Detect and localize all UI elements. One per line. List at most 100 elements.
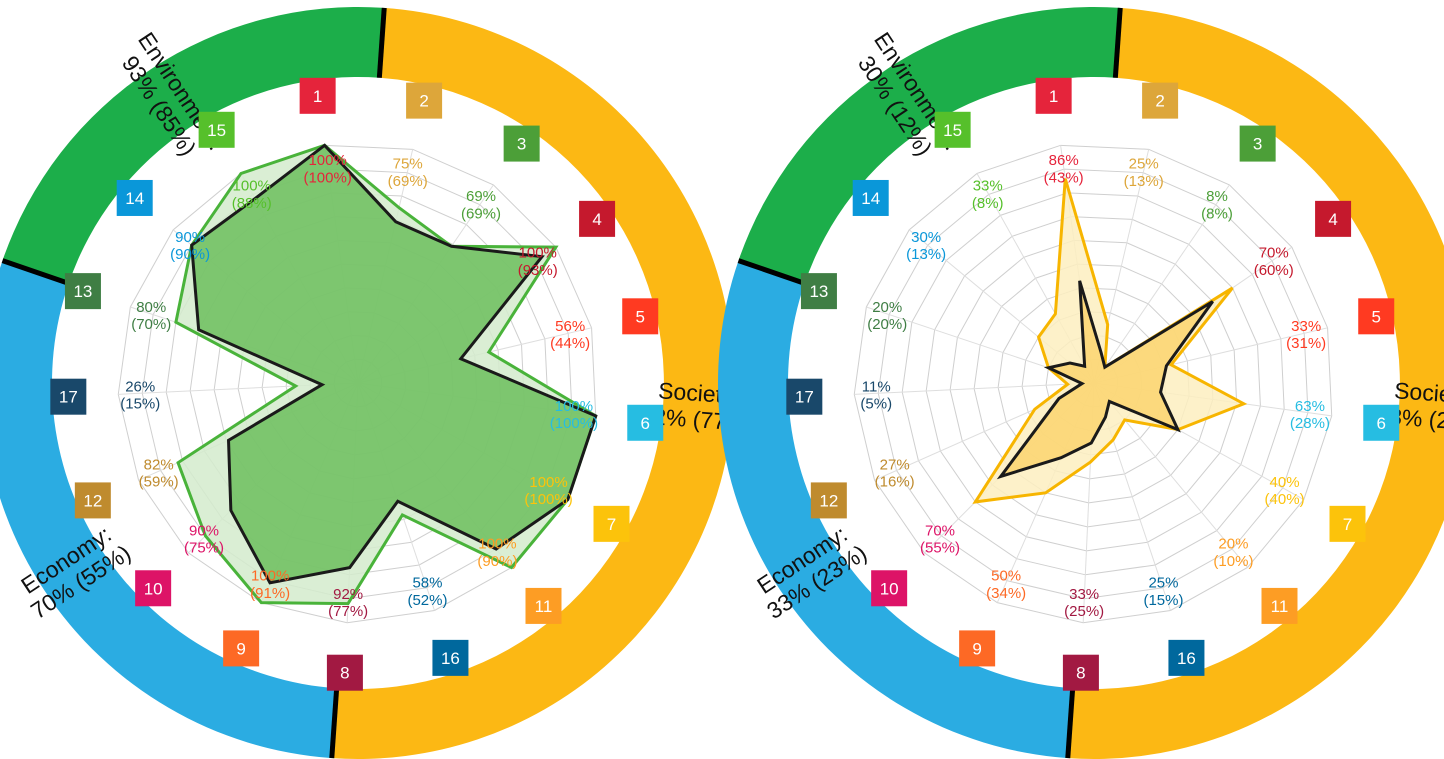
goal-16-value-label: 25% (15%) [1143,575,1183,609]
goal-3-icon [503,125,540,162]
goal-6-value-label: 100% (100%) [550,398,598,432]
goal-15-icon [198,111,235,148]
goal-2-value-paren: (69%) [388,173,428,190]
goal-7-number: 7 [607,515,616,534]
goal-12-value-label: 82% (59%) [139,456,179,490]
goal-11-number: 11 [1271,597,1289,616]
goal-2-icon [406,82,443,119]
goal-16-value-label: 58% (52%) [407,575,447,609]
goal-1-value-label: 100% (100%) [303,152,351,186]
goal-17-value-paren: (5%) [860,396,892,413]
goal-13-number: 13 [73,282,92,301]
goal-6-value-label: 63% (28%) [1290,398,1330,432]
goal-5-value-label: 33% (31%) [1286,318,1326,352]
goal-11-value: 20% [1218,536,1248,553]
goal-7-value-paren: (100%) [524,491,572,508]
goal-8-number: 8 [340,664,349,683]
goal-1-number: 1 [1049,87,1058,106]
goal-8-value-label: 33% (25%) [1064,586,1104,620]
goal-12-value: 82% [144,456,174,473]
goal-1-value: 86% [1049,152,1079,169]
goal-13-icon [64,273,101,310]
goal-1-value: 100% [308,152,346,169]
series-inner-area [996,280,1214,480]
goal-13-value-paren: (20%) [867,316,907,333]
goal-7-value: 100% [529,474,567,491]
goal-3-value-label: 8% (8%) [1201,188,1233,222]
goal-8-icon [326,654,363,691]
goal-3-value-paren: (69%) [461,205,501,222]
goal-5-value-paren: (44%) [550,335,590,352]
goal-4-value-paren: (60%) [1254,262,1294,279]
grid-spoke [854,382,1095,395]
goal-2-icon [1142,82,1179,119]
environment-ring-segment [738,7,1121,284]
goal-11-value-paren: (10%) [1213,553,1253,570]
goal-2-number: 2 [1155,92,1164,111]
goal-1-value-label: 86% (43%) [1044,152,1084,186]
grid-ring [925,216,1261,552]
goal-12-value-paren: (16%) [875,474,915,491]
goal-17-value-paren: (15%) [120,396,160,413]
goal-11-icon [525,587,562,624]
series-outer-area [972,178,1248,504]
goal-4-icon [579,200,616,237]
goal-14-value: 90% [175,229,205,246]
ring-separator [1065,688,1076,759]
goal-4-value: 100% [519,245,557,262]
goal-12-value-paren: (59%) [139,474,179,491]
goal-8-value-paren: (25%) [1064,603,1104,620]
goal-10-icon [135,570,172,607]
goal-17-icon [50,378,87,415]
goal-4-number: 4 [592,210,601,229]
goal-14-value: 30% [911,229,941,246]
goal-6-number: 6 [1377,414,1386,433]
goal-6-value-paren: (28%) [1290,415,1330,432]
goal-15-value: 100% [233,178,271,195]
goal-17-value: 11% [862,378,891,395]
goal-14-icon [852,179,889,216]
goal-10-number: 10 [144,579,163,598]
goal-17-value-label: 11% (5%) [860,378,892,412]
radar-chart-1: Society:82% (77%)Economy:70% (55%)Enviro… [0,6,755,759]
goal-14-number: 14 [861,189,880,208]
goal-16-icon [1168,639,1205,676]
goal-16-number: 16 [441,649,460,668]
goal-11-value-paren: (90%) [477,553,517,570]
goal-10-value-paren: (75%) [184,540,224,557]
ring-separator [329,688,340,759]
goal-9-value-label: 100% (91%) [250,568,290,602]
goal-3-value: 69% [466,188,496,205]
goal-17-icon [786,378,823,415]
ring-separator [1112,7,1123,78]
goal-5-number: 5 [1371,307,1380,326]
goal-16-value-paren: (15%) [1143,592,1183,609]
goal-6-icon [627,404,664,441]
grid-spoke [1093,184,1230,384]
goal-3-value-label: 69% (69%) [461,188,501,222]
goal-13-value-label: 20% (20%) [867,299,907,333]
goal-7-value-paren: (40%) [1265,491,1305,508]
goal-5-value: 56% [555,318,585,335]
goal-1-number: 1 [313,87,322,106]
goal-2-value: 25% [1129,156,1159,173]
grid-ring [877,168,1309,600]
goal-15-value-paren: (8%) [972,195,1004,212]
goal-2-number: 2 [419,92,428,111]
goal-17-value: 26% [125,378,155,395]
goal-9-value-label: 50% (34%) [986,568,1026,602]
goal-9-icon [223,630,260,667]
society-label-line1: Society: [1393,377,1444,409]
goal-16-value: 25% [1148,575,1178,592]
goal-1-value-paren: (43%) [1044,169,1084,186]
grid-ring [853,144,1333,624]
goal-6-value-paren: (100%) [550,415,598,432]
goal-11-value-label: 100% (90%) [477,536,517,570]
goal-10-value: 90% [189,522,219,539]
goal-2-value-label: 25% (13%) [1124,156,1164,190]
grid-ring [949,239,1238,528]
goal-14-value-paren: (90%) [170,246,210,263]
goal-9-value-paren: (34%) [986,585,1026,602]
goal-1-icon [299,77,336,114]
